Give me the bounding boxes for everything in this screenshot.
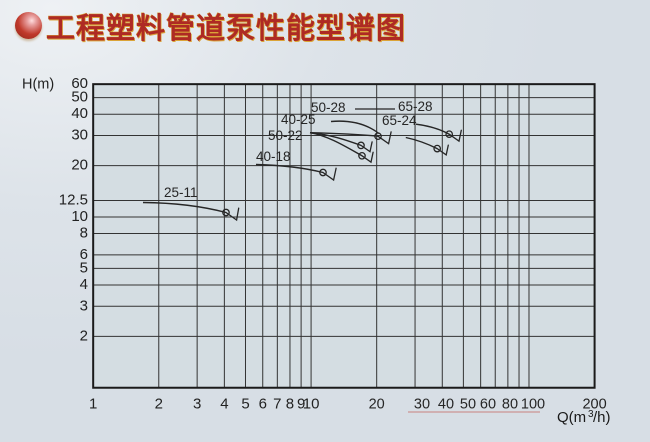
- svg-text:2: 2: [155, 396, 163, 413]
- svg-text:7: 7: [273, 396, 281, 413]
- svg-text:2: 2: [80, 327, 88, 344]
- svg-text:50-22: 50-22: [268, 128, 303, 143]
- svg-text:30: 30: [414, 397, 430, 413]
- svg-text:65-28: 65-28: [398, 99, 433, 114]
- svg-text:40: 40: [71, 105, 88, 122]
- svg-text:5: 5: [80, 259, 88, 276]
- svg-text:50-28: 50-28: [311, 100, 346, 115]
- svg-text:Q(m: Q(m: [557, 409, 586, 426]
- svg-text:100: 100: [521, 397, 545, 413]
- svg-text:80: 80: [502, 397, 518, 413]
- svg-text:4: 4: [80, 276, 88, 293]
- svg-text:3: 3: [80, 297, 88, 314]
- svg-text:5: 5: [241, 396, 249, 413]
- svg-text:60: 60: [480, 397, 496, 413]
- svg-text:10: 10: [303, 396, 320, 413]
- svg-text:65-24: 65-24: [382, 113, 417, 128]
- svg-text:10: 10: [71, 208, 88, 225]
- svg-text:H(m): H(m): [22, 77, 54, 93]
- svg-text:50: 50: [71, 89, 88, 106]
- svg-text:3: 3: [193, 396, 201, 413]
- svg-text:6: 6: [259, 396, 267, 413]
- svg-text:/h): /h): [593, 409, 611, 426]
- svg-text:50: 50: [460, 397, 476, 413]
- svg-text:20: 20: [369, 397, 385, 413]
- svg-text:8: 8: [286, 396, 294, 413]
- svg-text:4: 4: [220, 396, 228, 413]
- svg-text:30: 30: [71, 127, 88, 144]
- svg-text:40: 40: [438, 397, 454, 413]
- svg-text:12.5: 12.5: [59, 191, 88, 208]
- svg-text:40-18: 40-18: [256, 149, 291, 164]
- svg-text:8: 8: [80, 225, 88, 242]
- svg-text:25-11: 25-11: [164, 185, 198, 200]
- svg-text:20: 20: [71, 157, 88, 174]
- svg-text:1: 1: [89, 396, 97, 413]
